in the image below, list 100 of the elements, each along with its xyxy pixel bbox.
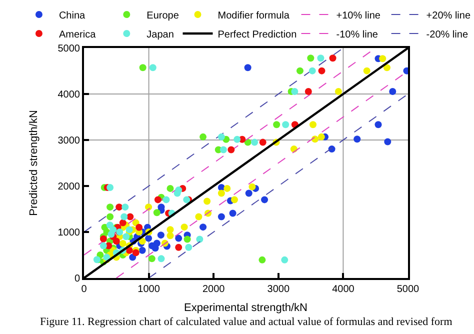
point: [248, 183, 256, 190]
point: [119, 219, 126, 226]
y-axis-title: Predicted strength/kN: [28, 110, 40, 216]
point: [100, 242, 107, 250]
x-tick-label: 0: [81, 284, 88, 295]
point: [108, 230, 115, 238]
point: [166, 232, 174, 240]
point: [251, 138, 258, 146]
point: [334, 88, 342, 95]
point: [291, 88, 298, 95]
point: [389, 88, 396, 95]
legend-label: +20% line: [426, 10, 471, 22]
point: [126, 246, 133, 254]
point: [145, 234, 152, 242]
legend-label: America: [58, 29, 96, 40]
point: [126, 226, 133, 234]
point: [196, 236, 204, 243]
point: [175, 234, 182, 242]
legend-label: -10% line: [336, 29, 378, 40]
point: [318, 133, 325, 140]
point: [175, 244, 182, 251]
point: [281, 256, 288, 264]
y-tick-label: 1000: [58, 228, 80, 238]
point: [166, 226, 174, 234]
point: [296, 67, 304, 74]
legend-label: China: [58, 10, 86, 22]
point: [153, 209, 160, 216]
point: [136, 224, 143, 231]
point: [200, 224, 207, 231]
point: [106, 184, 114, 191]
point: [174, 190, 181, 197]
point: [220, 146, 227, 154]
point: [204, 198, 211, 205]
x-tick-label: 2000: [202, 284, 226, 295]
point: [119, 240, 126, 247]
legend-label: Japan: [146, 29, 174, 40]
point: [229, 210, 236, 217]
point: [259, 138, 266, 146]
point: [307, 54, 314, 62]
x-tick-label: 4000: [332, 284, 355, 295]
point: [379, 55, 386, 62]
point: [304, 88, 312, 95]
point: [148, 255, 156, 262]
legend-label: +10% line: [336, 10, 381, 22]
point: [122, 233, 130, 240]
point: [132, 249, 140, 256]
point: [120, 213, 128, 220]
legend-label: Europe: [146, 10, 180, 22]
point: [116, 204, 123, 211]
point: [308, 67, 316, 74]
point: [310, 121, 316, 128]
point: [106, 222, 114, 229]
y-tick-label: 4000: [58, 90, 80, 100]
point: [126, 213, 134, 220]
point: [224, 184, 231, 192]
point: [354, 136, 361, 143]
point: [138, 238, 146, 245]
point: [244, 64, 252, 72]
point: [234, 136, 241, 143]
point: [218, 213, 225, 220]
point: [139, 64, 146, 72]
point: [184, 236, 191, 243]
point: [149, 64, 156, 72]
y-tick-label: 2000: [58, 182, 80, 192]
legend-label: -20% line: [426, 29, 468, 40]
caption: Figure 11. Regression chart of calculated value and actual value of formulas and revised form: [40, 316, 453, 328]
x-tick-label: 5000: [396, 284, 420, 295]
point: [154, 196, 162, 204]
legend-label: Modifier formula: [218, 10, 290, 22]
point: [363, 67, 370, 74]
point: [162, 196, 170, 204]
point: [245, 190, 252, 197]
point: [158, 255, 165, 262]
point: [185, 244, 192, 251]
x-tick-label: 1000: [138, 284, 160, 295]
point: [195, 213, 202, 220]
point: [106, 213, 114, 220]
point: [383, 64, 390, 72]
point: [138, 246, 146, 254]
point: [180, 224, 188, 231]
point: [228, 146, 235, 154]
point: [200, 133, 207, 140]
point: [317, 54, 324, 62]
point: [261, 196, 268, 204]
point: [374, 121, 382, 128]
point: [329, 54, 336, 62]
point: [282, 121, 290, 128]
point: [258, 256, 266, 264]
point: [384, 138, 392, 146]
point: [218, 190, 225, 197]
point: [157, 232, 164, 239]
point: [166, 184, 174, 192]
x-axis-title: Experimental strength/kN: [184, 302, 308, 314]
legend-label: Perfect Prediction: [218, 29, 297, 40]
y-tick-label: 3000: [58, 136, 80, 146]
point: [273, 121, 280, 128]
y-tick-label: 5000: [58, 44, 80, 54]
point: [218, 133, 225, 140]
y-tick-label: 0: [74, 274, 80, 284]
x-tick-label: 3000: [267, 284, 290, 295]
